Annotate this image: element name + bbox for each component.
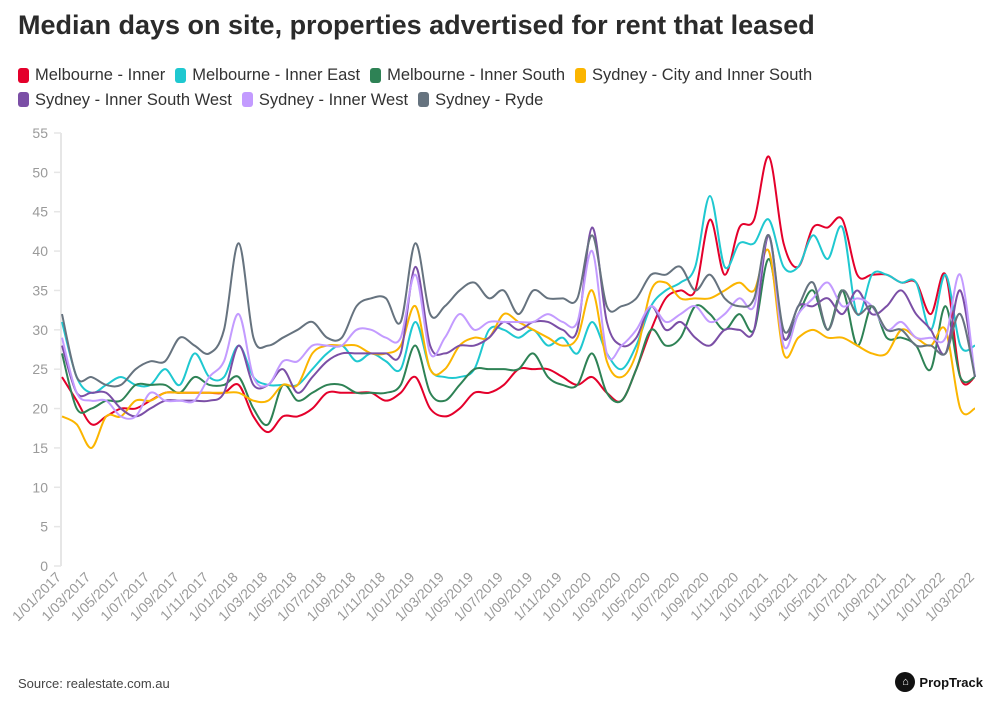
legend-item[interactable]: Melbourne - Inner South: [370, 64, 565, 86]
y-tick-label: 0: [40, 558, 48, 574]
legend-swatch: [175, 67, 187, 83]
y-tick-label: 55: [32, 125, 48, 141]
y-tick-label: 20: [32, 401, 48, 417]
series-line-sydney-inner-south-west: [61, 226, 976, 418]
legend-label: Melbourne - Inner East: [192, 66, 361, 84]
legend-swatch: [575, 67, 587, 83]
legend: Melbourne - Inner Melbourne - Inner East M…: [18, 64, 978, 113]
series-line-melbourne-inner-east: [61, 194, 976, 394]
legend-label: Melbourne - Inner: [35, 66, 166, 84]
legend-swatch: [18, 67, 29, 83]
y-tick-label: 15: [32, 440, 48, 456]
y-tick-label: 45: [32, 204, 48, 220]
source-note: Source: realestate.com.au: [18, 676, 170, 691]
legend-item[interactable]: Sydney - City and Inner South: [575, 64, 812, 86]
y-tick-label: 10: [32, 479, 48, 495]
legend-swatch: [418, 92, 430, 107]
y-tick-label: 50: [32, 164, 48, 180]
y-tick-label: 35: [32, 282, 48, 298]
chart-title: Median days on site, properties advertis…: [18, 10, 815, 40]
legend-label: Melbourne - Inner South: [387, 66, 566, 84]
legend-label: Sydney - Inner West: [258, 90, 409, 109]
legend-label: Sydney - Ryde: [435, 90, 544, 109]
house-icon: ⌂: [895, 672, 916, 692]
legend-label: Sydney - City and Inner South: [592, 66, 813, 84]
proptrack-logo: ⌂ PropTrack: [895, 672, 983, 692]
legend-item[interactable]: Melbourne - Inner: [18, 64, 165, 86]
legend-item[interactable]: Melbourne - Inner East: [175, 64, 360, 86]
y-tick-label: 40: [32, 243, 48, 259]
y-tick-label: 30: [32, 322, 48, 338]
legend-label: Sydney - Inner South West: [35, 90, 232, 109]
series-line-melbourne-inner: [61, 155, 976, 434]
series-line-sydney-inner-west: [61, 234, 976, 420]
legend-swatch: [18, 92, 29, 107]
series-line-sydney-city-and-inner-south: [61, 248, 976, 449]
legend-swatch: [370, 67, 382, 83]
y-tick-label: 25: [32, 361, 48, 377]
y-tick-label: 5: [40, 519, 48, 535]
legend-item[interactable]: Sydney - Inner South West: [18, 89, 232, 111]
legend-swatch: [241, 92, 253, 107]
series-line-sydney-ryde: [61, 234, 976, 388]
legend-item[interactable]: Sydney - Inner West: [241, 89, 409, 111]
legend-item[interactable]: Sydney - Ryde: [418, 89, 543, 111]
brand-name: PropTrack: [919, 674, 983, 690]
